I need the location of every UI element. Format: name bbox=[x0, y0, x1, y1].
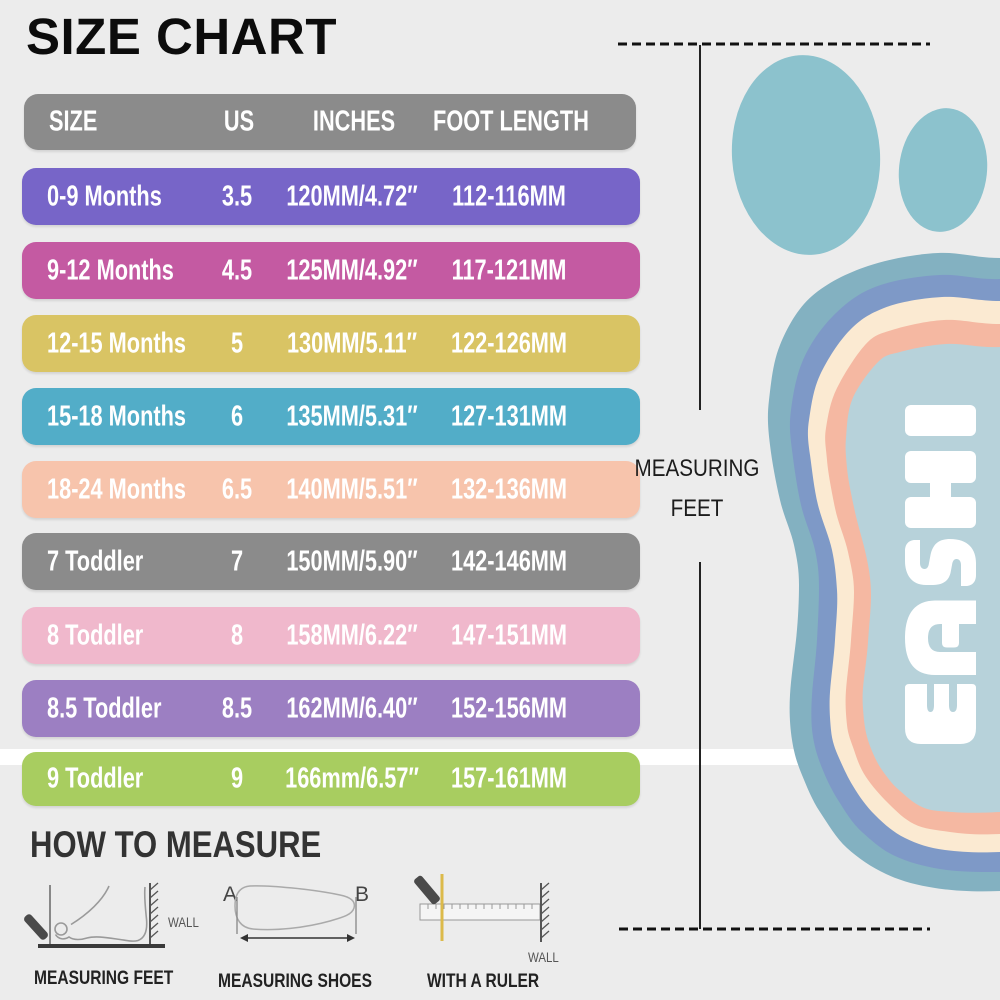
svg-text:WALL: WALL bbox=[168, 914, 199, 930]
svg-text:MEASURING: MEASURING bbox=[635, 455, 760, 482]
svg-text:MEASURING FEET: MEASURING FEET bbox=[34, 967, 174, 989]
svg-text:MEASURING SHOES: MEASURING SHOES bbox=[218, 970, 372, 992]
svg-text:WALL: WALL bbox=[528, 949, 559, 965]
svg-text:A: A bbox=[223, 883, 237, 906]
svg-text:WITH A RULER: WITH A RULER bbox=[427, 970, 540, 992]
svg-text:FEET: FEET bbox=[671, 495, 724, 522]
svg-text:B: B bbox=[355, 883, 369, 906]
